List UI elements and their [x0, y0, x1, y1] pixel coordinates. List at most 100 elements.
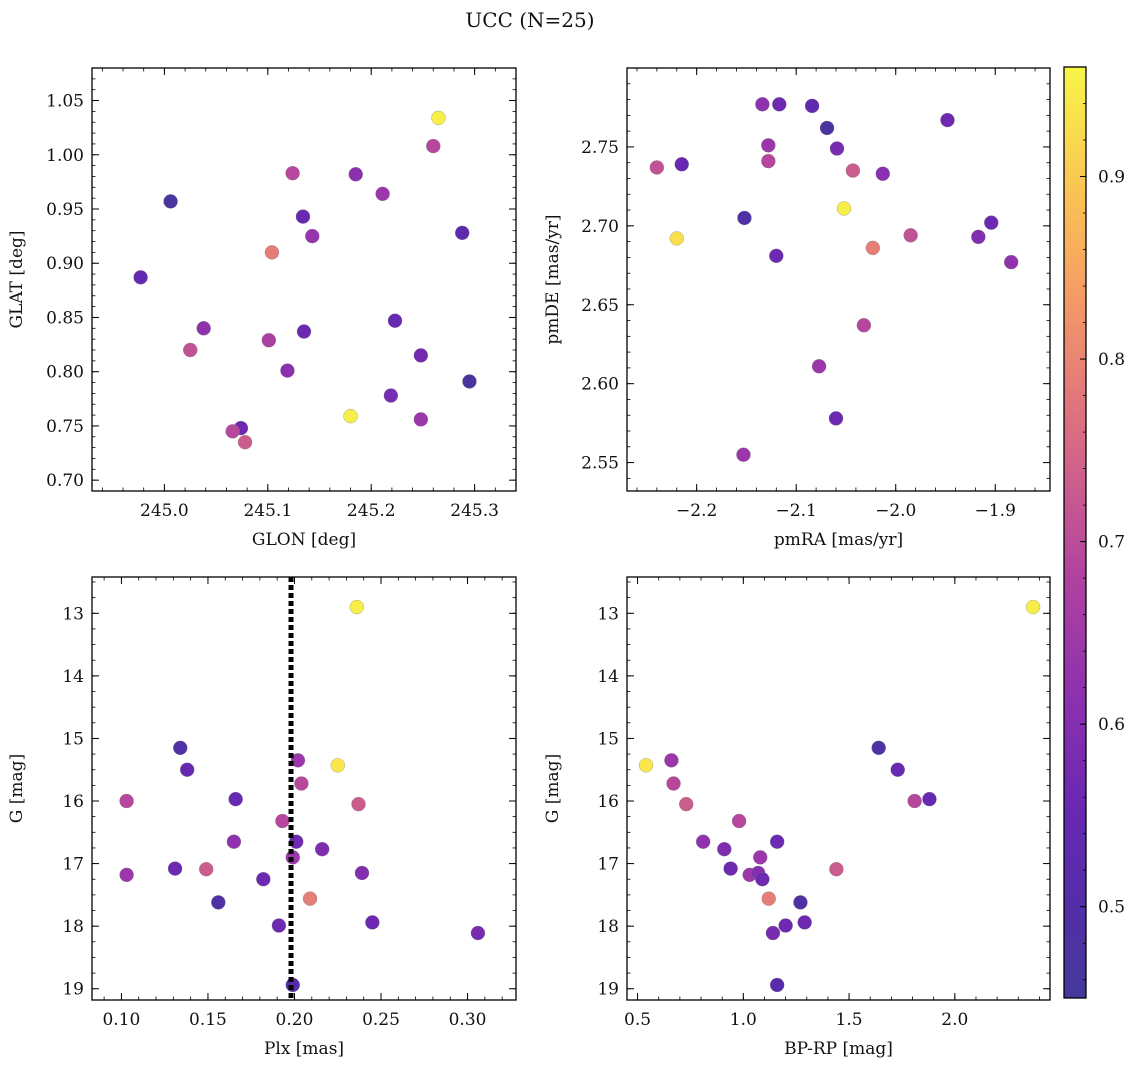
scatter-point [413, 412, 429, 427]
scatter-point [1003, 254, 1019, 270]
scatter-point [228, 791, 243, 807]
scatter-point [856, 318, 872, 333]
scatter-point [755, 871, 770, 887]
scatter-point [302, 891, 318, 906]
scatter-point [226, 834, 242, 849]
x-axis-label: Plx [mas] [264, 1039, 344, 1059]
colorbar-tick-label: 0.7 [1098, 533, 1125, 553]
scatter-point [387, 313, 403, 328]
colorbar: 0.5 0.6 0.7 0.8 0.9 [1063, 66, 1125, 999]
ticks: 245.0 245.1 245.2 245.3 0.70 0.75 0.80 0.85 0.90… [46, 67, 517, 521]
scatter-point [351, 796, 366, 812]
y-tick-label: 17 [62, 855, 84, 875]
scatter-point [133, 270, 148, 285]
scatter-point [871, 740, 886, 756]
ticks: 0.10 0.15 0.20 0.25 0.30 13 14 15 16 17 18 19 [62, 577, 516, 1030]
scatter-point [797, 915, 812, 930]
scatter-point [182, 342, 198, 358]
scatter-point [256, 871, 271, 887]
panel-3: 0.10 0.15 0.20 0.25 0.30 13 14 15 16 17 18 19 Plx [m… [7, 576, 517, 1059]
scatter-point [755, 97, 770, 112]
scatter-point [940, 112, 955, 128]
scatter-point [829, 141, 845, 156]
scatter-point [431, 110, 446, 126]
x-axis-label: pmRA [mas/yr] [774, 530, 903, 550]
scatter-points [133, 110, 477, 450]
scatter-point [865, 240, 881, 256]
y-tick-label: 18 [597, 917, 619, 937]
y-tick-label: 19 [62, 980, 84, 1000]
scatter-point [179, 762, 195, 777]
scatter-point [119, 793, 134, 809]
scatter-point [674, 157, 689, 172]
colorbar-gradient [1064, 67, 1086, 998]
scatter-point [237, 434, 253, 450]
scatter-point [765, 925, 781, 941]
scatter-point [829, 861, 844, 877]
scatter-point [836, 201, 852, 216]
scatter-point [196, 321, 211, 336]
scatter-point [343, 408, 358, 424]
x-tick-label: 245.1 [243, 501, 292, 521]
scatter-point [173, 740, 188, 756]
scatter-point [163, 194, 178, 209]
scatter-point [761, 153, 776, 169]
y-axis-label: GLAT [deg] [7, 230, 27, 328]
scatter-point [664, 753, 679, 768]
y-tick-label: 17 [597, 855, 619, 875]
panels: 245.0 245.1 245.2 245.3 0.70 0.75 0.80 0.85 0.90… [7, 67, 1051, 1059]
scatter-point [769, 248, 784, 264]
y-tick-label: 1.00 [46, 146, 84, 166]
y-tick-label: 19 [597, 980, 619, 1000]
scatter-point [349, 599, 365, 615]
x-tick-label: 245.3 [450, 501, 499, 521]
scatter-point [875, 166, 891, 181]
figure-title: UCC (N=25) [465, 8, 594, 32]
scatter-point [285, 165, 300, 181]
scatter-point [723, 861, 738, 876]
scatter-point [261, 332, 277, 348]
x-tick-label: 1.0 [730, 1010, 757, 1030]
y-tick-label: 13 [597, 604, 619, 624]
plot-frame [626, 576, 1051, 1001]
panel-1: 245.0 245.1 245.2 245.3 0.70 0.75 0.80 0.85 0.90… [7, 67, 517, 550]
scatter-point [271, 918, 287, 933]
scatter-point [314, 841, 330, 857]
y-tick-label: 0.80 [46, 363, 84, 383]
scatter-point [330, 758, 345, 773]
scatter-points [649, 97, 1019, 462]
scatter-point [290, 753, 306, 768]
scatter-point [167, 861, 183, 876]
y-tick-label: 1.05 [46, 92, 84, 112]
scatter-points [638, 599, 1041, 993]
y-tick-label: 18 [62, 917, 84, 937]
colorbar-frame [1063, 66, 1087, 999]
plot-frame [626, 67, 1051, 492]
scatter-point [804, 98, 820, 114]
scatter-point [649, 160, 665, 175]
scatter-point [772, 97, 787, 112]
x-tick-label: 0.30 [449, 1010, 487, 1030]
y-tick-label: 2.55 [581, 454, 619, 474]
ticks: 0.5 1.0 1.5 2.0 13 14 15 16 17 18 19 [597, 577, 1050, 1030]
y-tick-label: 15 [62, 729, 84, 749]
x-tick-label: −2.2 [676, 501, 717, 521]
scatter-point [413, 348, 429, 363]
y-axis-label: G [mag] [7, 754, 27, 823]
scatter-point [753, 850, 768, 865]
x-tick-label: 245.2 [347, 501, 396, 521]
scatter-point [695, 834, 711, 849]
y-axis-label: G [mag] [543, 754, 563, 823]
scatter-point [819, 120, 835, 136]
scatter-point [761, 138, 776, 153]
x-tick-label: 1.5 [836, 1010, 863, 1030]
scatter-point [119, 867, 134, 883]
y-tick-label: 0.95 [46, 200, 84, 220]
colorbar-tick-label: 0.5 [1098, 898, 1125, 918]
x-tick-label: 2.0 [941, 1010, 968, 1030]
scatter-point [903, 228, 918, 243]
y-tick-label: 0.75 [46, 417, 84, 437]
colorbar-tick-label: 0.8 [1098, 350, 1125, 370]
scatter-point [426, 138, 441, 154]
scatter-point [305, 228, 320, 244]
